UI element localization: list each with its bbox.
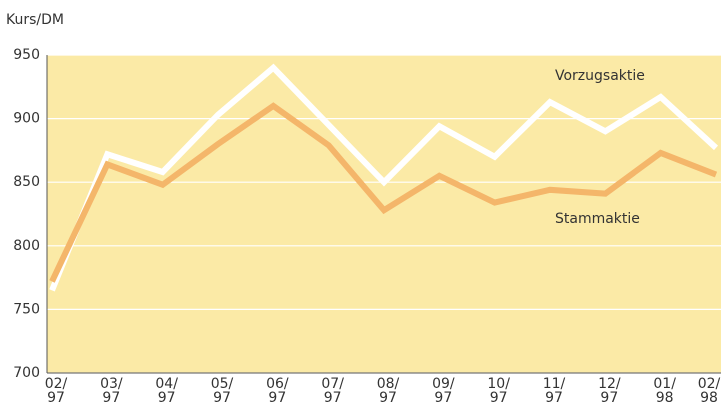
x-tick-label: 05/	[211, 376, 234, 392]
x-tick-label: 09/	[432, 376, 455, 392]
x-tick-label: 97	[158, 390, 176, 406]
y-tick-label: 950	[13, 47, 40, 63]
y-tick-label: 800	[13, 238, 40, 254]
y-tick-label: 900	[13, 111, 40, 127]
x-tick-label: 03/	[100, 376, 123, 392]
x-tick-label: 11/	[543, 376, 566, 392]
x-tick-label: 97	[600, 390, 618, 406]
y-tick-label: 850	[13, 174, 40, 190]
x-tick-label: 97	[434, 390, 452, 406]
series-label: Stammaktie	[555, 211, 640, 227]
x-tick-label: 97	[324, 390, 342, 406]
x-tick-label: 97	[47, 390, 65, 406]
x-tick-label: 01/	[653, 376, 676, 392]
y-tick-label: 750	[13, 301, 40, 317]
y-tick-label: 700	[13, 365, 40, 381]
x-tick-label: 98	[700, 390, 718, 406]
x-tick-label: 02/	[45, 376, 68, 392]
x-tick-label: 02/	[698, 376, 721, 392]
plot-area	[47, 55, 721, 373]
x-tick-label: 98	[656, 390, 674, 406]
line-series	[49, 63, 719, 292]
x-tick-label: 97	[490, 390, 508, 406]
x-tick-label: 08/	[377, 376, 400, 392]
x-tick-label: 97	[545, 390, 563, 406]
x-tick-label: 97	[379, 390, 397, 406]
x-tick-label: 97	[102, 390, 120, 406]
line-series	[49, 102, 718, 283]
x-tick-label: 97	[268, 390, 286, 406]
y-axis-label: Kurs/DM	[6, 12, 64, 28]
x-tick-label: 12/	[598, 376, 621, 392]
x-tick-label: 97	[213, 390, 231, 406]
x-tick-label: 06/	[266, 376, 289, 392]
x-tick-label: 04/	[155, 376, 178, 392]
x-tick-label: 10/	[487, 376, 510, 392]
x-tick-label: 07/	[321, 376, 344, 392]
series-label: Vorzugsaktie	[555, 68, 645, 84]
